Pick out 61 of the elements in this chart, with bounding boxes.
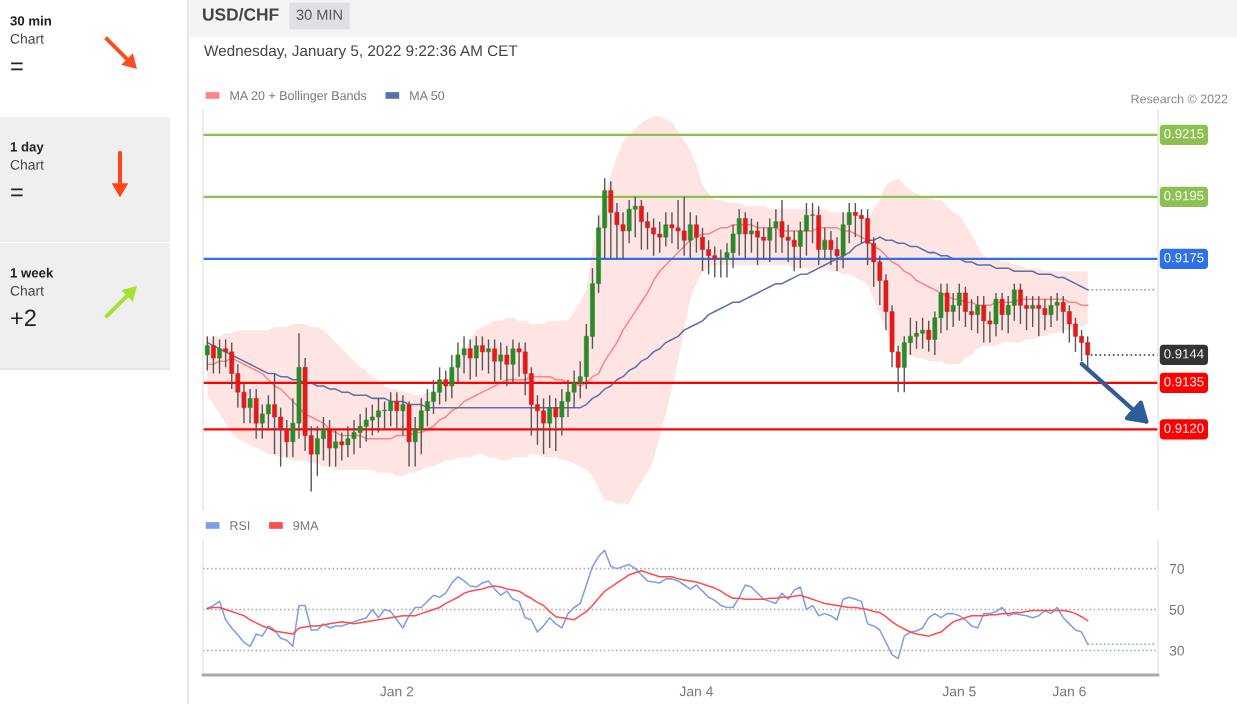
text: 1 day — [10, 141, 44, 155]
text: 30 min — [10, 15, 51, 26]
x-tick-label: Jan 5 — [942, 686, 976, 697]
legend-label: 9MA — [293, 521, 319, 531]
y-tick-label: 50 — [1169, 604, 1185, 615]
text: Chart — [10, 285, 44, 296]
candlestick — [498, 341, 504, 381]
ref-line-label: 0.9120 — [1164, 423, 1204, 433]
text: Wednesday, January 5, 2022 9:22:36 AM CET — [204, 44, 518, 60]
candlestick — [217, 338, 222, 375]
candlestick — [742, 211, 748, 260]
x-tick-label: Jan 6 — [1052, 686, 1086, 697]
x-tick-label: Jan 4 — [679, 686, 713, 697]
candlestick — [553, 397, 559, 452]
candlestick — [327, 419, 332, 468]
ref-line-label: 0.9215 — [1164, 129, 1204, 139]
legend-label: MA 20 + Bollinger Bands — [230, 90, 367, 103]
candlestick — [486, 338, 491, 375]
ref-line-label: 0.9144 — [1164, 349, 1204, 359]
text: Research © 2022 — [1131, 94, 1228, 104]
text: = — [11, 188, 23, 197]
candlestick — [394, 391, 400, 431]
chart-subtitle: 30 MIN — [296, 9, 342, 20]
candlestick — [443, 369, 449, 403]
text: +2 — [11, 309, 36, 327]
candlestick — [467, 338, 473, 381]
candlestick — [247, 388, 253, 424]
candlestick — [926, 320, 932, 353]
ref-line-label: 0.9195 — [1164, 191, 1204, 201]
candlestick — [204, 335, 210, 372]
candlestick — [687, 211, 693, 260]
candlestick — [211, 335, 216, 375]
y-tick-label: 70 — [1169, 563, 1185, 574]
candlestick — [504, 344, 510, 387]
x-tick-label: Jan 2 — [380, 686, 414, 697]
candlestick — [492, 338, 497, 384]
candlestick — [547, 394, 553, 449]
candlestick — [339, 431, 345, 462]
text: 1 week — [10, 267, 54, 278]
candlestick — [510, 338, 516, 384]
candlestick — [473, 335, 479, 378]
chart-title: USD/CHF — [203, 7, 279, 21]
candlestick — [1030, 295, 1036, 328]
candlestick — [975, 295, 980, 334]
candlestick — [333, 428, 339, 468]
candlestick — [400, 394, 406, 437]
candlestick — [944, 282, 950, 331]
candlestick — [663, 211, 669, 248]
y-tick-label: 30 — [1169, 645, 1185, 656]
line-series — [206, 569, 1089, 637]
ref-line-label: 0.9175 — [1164, 253, 1204, 263]
text: = — [11, 62, 23, 71]
legend-label: MA 50 — [410, 91, 445, 101]
candlestick — [999, 292, 1005, 331]
candlestick — [480, 335, 485, 372]
candlestick — [822, 227, 828, 260]
candlestick — [749, 217, 754, 254]
ref-line-label: 0.9135 — [1164, 377, 1204, 387]
legend-label: RSI — [230, 521, 250, 531]
text: Chart — [10, 159, 44, 170]
text: Chart — [10, 33, 44, 44]
